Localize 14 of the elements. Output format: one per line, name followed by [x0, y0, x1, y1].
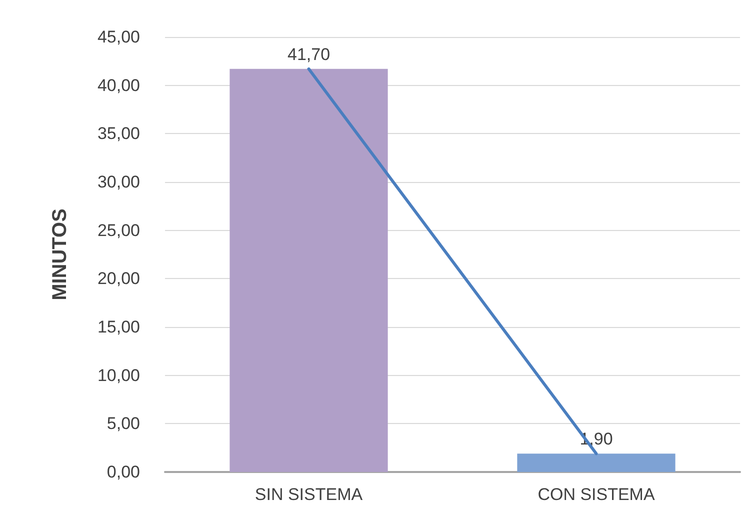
x-tick-label: CON SISTEMA — [538, 485, 656, 504]
data-label: 41,70 — [287, 44, 330, 64]
y-tick-label: 0,00 — [106, 462, 140, 482]
y-tick-label: 10,00 — [97, 366, 140, 385]
y-tick-label: 30,00 — [97, 172, 140, 192]
y-tick-label: 35,00 — [97, 124, 140, 144]
y-tick-label: 15,00 — [97, 318, 140, 336]
x-tick-label: SIN SISTEMA — [254, 485, 364, 504]
y-tick-label: 40,00 — [97, 76, 140, 95]
y-tick-label: 20,00 — [97, 269, 140, 288]
y-tick-label: 45,00 — [97, 28, 140, 46]
y-tick-label: 25,00 — [97, 220, 140, 240]
y-tick-label: 5,00 — [106, 414, 140, 434]
y-axis-title: MINUTOS — [49, 208, 71, 300]
